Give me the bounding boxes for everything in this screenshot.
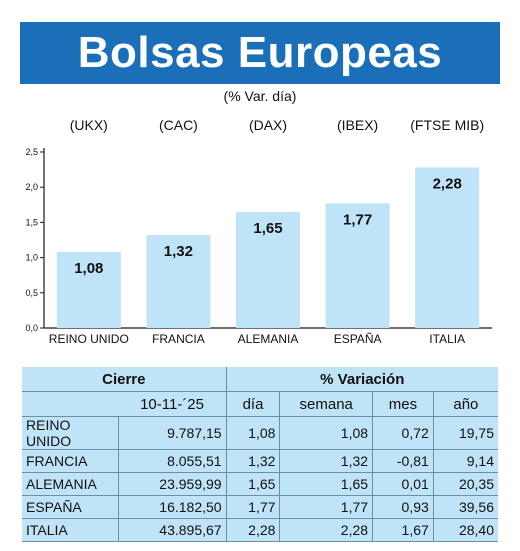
row-name: REINO UNIDO xyxy=(22,416,119,450)
row-semana: 1,65 xyxy=(279,472,373,496)
table-row: FRANCIA 8.055,51 1,32 1,32 -0,81 9,14 xyxy=(22,449,498,473)
y-tick-label: 2,0 xyxy=(25,182,38,192)
table-header-row-1: Cierre % Variación xyxy=(22,367,498,392)
row-ano: 9,14 xyxy=(432,449,498,473)
title-banner: Bolsas Europeas xyxy=(20,22,500,84)
header-semana: semana xyxy=(279,391,373,417)
row-dia: 2,28 xyxy=(225,518,280,542)
x-tick-label: ESPAÑA xyxy=(334,332,382,346)
row-dia: 1,32 xyxy=(225,449,280,473)
row-name: FRANCIA xyxy=(22,449,119,473)
row-semana: 2,28 xyxy=(279,518,373,542)
row-ano: 28,40 xyxy=(432,518,498,542)
bar xyxy=(415,167,480,328)
row-cierre: 43.895,67 xyxy=(118,518,227,542)
bar xyxy=(146,235,211,328)
row-semana: 1,32 xyxy=(279,449,373,473)
row-dia: 1,08 xyxy=(225,416,280,450)
row-ano: 20,35 xyxy=(432,472,498,496)
row-name: ITALIA xyxy=(22,518,119,542)
y-tick-label: 0,5 xyxy=(25,288,38,298)
row-name: ALEMANIA xyxy=(22,472,119,496)
bar-value-label: 1,77 xyxy=(343,211,372,228)
row-dia: 1,65 xyxy=(225,472,280,496)
y-tick-label: 1,0 xyxy=(25,253,38,263)
data-table: Cierre % Variación 10-11-´25 día semana … xyxy=(22,367,498,542)
header-dia: día xyxy=(225,391,280,417)
bar-value-label: 2,28 xyxy=(433,175,462,192)
table-row: ITALIA 43.895,67 2,28 2,28 1,67 28,40 xyxy=(22,518,498,542)
header-ano: año xyxy=(432,391,498,417)
header-blank xyxy=(22,391,119,417)
page-title: Bolsas Europeas xyxy=(77,28,443,77)
row-cierre: 16.182,50 xyxy=(118,495,227,519)
y-tick-label: 1,5 xyxy=(25,217,38,227)
x-tick-label: REINO UNIDO xyxy=(49,332,129,346)
bar-value-label: 1,08 xyxy=(74,260,103,277)
bar xyxy=(56,251,121,328)
row-mes: 0,93 xyxy=(372,495,434,519)
x-tick-label: FRANCIA xyxy=(152,332,205,346)
y-tick-label: 0,0 xyxy=(25,323,38,333)
index-label: (DAX) xyxy=(249,117,287,133)
y-tick-label: 2,5 xyxy=(25,147,38,157)
header-date: 10-11-´25 xyxy=(118,391,227,417)
row-cierre: 9.787,15 xyxy=(118,416,227,450)
bar-chart: 0,0 0,5 1,0 1,5 2,0 2,5 1,08 REINO UNIDO (UKX) 1,… xyxy=(25,117,492,346)
row-semana: 1,77 xyxy=(279,495,373,519)
row-mes: 0,01 xyxy=(372,472,434,496)
row-cierre: 8.055,51 xyxy=(118,449,227,473)
index-label: (IBEX) xyxy=(337,117,378,133)
row-mes: 1,67 xyxy=(372,518,434,542)
row-mes: -0,81 xyxy=(372,449,434,473)
table-row: REINO UNIDO 9.787,15 1,08 1,08 0,72 19,7… xyxy=(22,416,498,450)
x-tick-label: ALEMANIA xyxy=(238,332,299,346)
x-tick-label: ITALIA xyxy=(429,332,465,346)
row-mes: 0,72 xyxy=(372,416,434,450)
bar-value-label: 1,32 xyxy=(164,243,193,260)
bar xyxy=(325,203,390,328)
index-label: (UKX) xyxy=(70,117,108,133)
bar xyxy=(236,211,300,328)
row-cierre: 23.959,99 xyxy=(118,472,227,496)
header-mes: mes xyxy=(372,391,434,417)
chart-subtitle: (% Var. día) xyxy=(223,88,297,104)
table-row: ALEMANIA 23.959,99 1,65 1,65 0,01 20,35 xyxy=(22,472,498,496)
row-semana: 1,08 xyxy=(279,416,373,450)
row-ano: 39,56 xyxy=(432,495,498,519)
header-cierre: Cierre xyxy=(22,367,227,392)
row-dia: 1,77 xyxy=(225,495,280,519)
table-row: ESPAÑA 16.182,50 1,77 1,77 0,93 39,56 xyxy=(22,495,498,519)
row-name: ESPAÑA xyxy=(22,495,119,519)
index-label: (CAC) xyxy=(159,117,198,133)
index-label: (FTSE MIB) xyxy=(410,117,484,133)
header-variacion: % Variación xyxy=(225,367,498,392)
row-ano: 19,75 xyxy=(432,416,498,450)
table-header-row-2: 10-11-´25 día semana mes año xyxy=(22,391,498,417)
bar-value-label: 1,65 xyxy=(253,220,282,237)
